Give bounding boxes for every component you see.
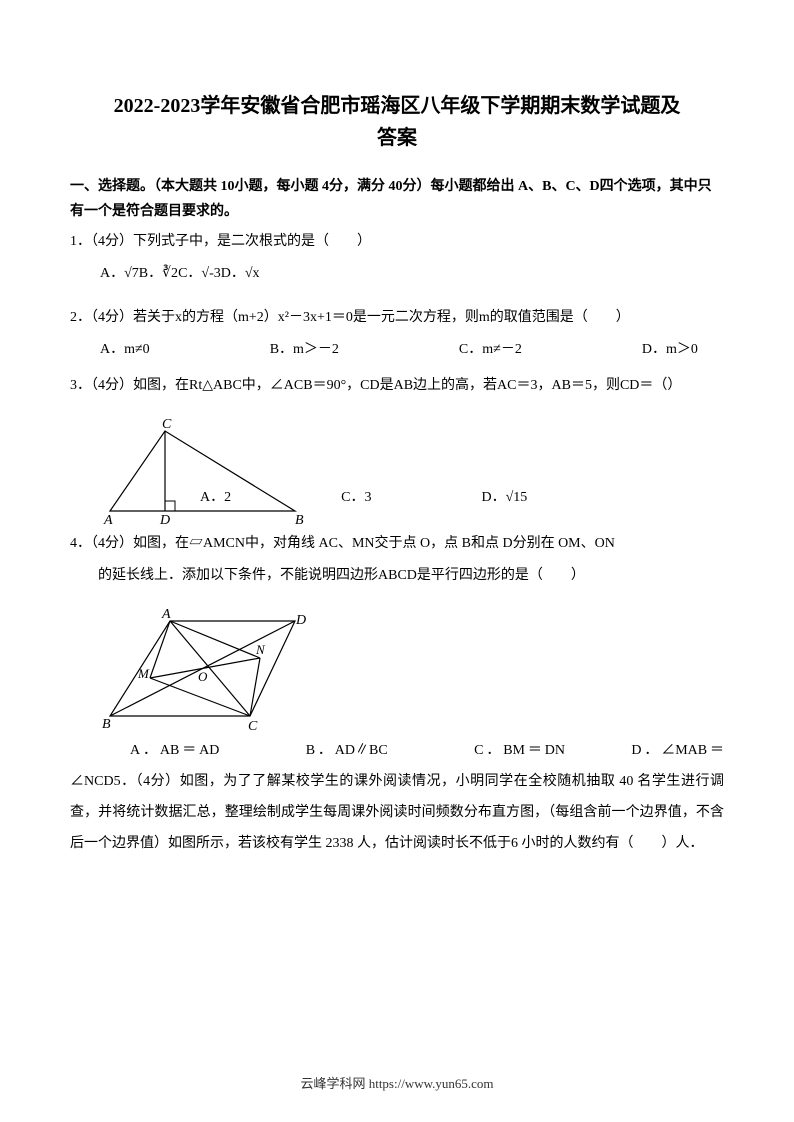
q4-label-d: D xyxy=(295,613,306,628)
q4-label-n: N xyxy=(255,642,266,657)
q3-figure-row: A C B D A．2 C．3 D．√15 xyxy=(70,416,724,526)
section-header: 一、选择题。（本大题共 10小题，每小题 4分，满分 40分）每小题都给出 A、… xyxy=(70,174,724,224)
q2-text: 2．（4分）若关于x的方程（m+2）x²－3x+1＝0是一元二次方程，则m的取值… xyxy=(70,304,724,332)
q2-optd: D．m＞0 xyxy=(642,336,698,364)
q4-text2: 的延长线上．添加以下条件，不能说明四边形ABCD是平行四边形的是（ ） xyxy=(70,562,724,590)
q1-optb: B．∛2 xyxy=(139,266,178,281)
q4-text: 4．（4分）如图，在▱AMCN中，对角线 AC、MN交于点 O，点 B和点 D分… xyxy=(70,530,724,558)
q4-label-o: O xyxy=(198,669,208,684)
q3-label-d: D xyxy=(159,513,170,526)
q2-opta: A．m≠0 xyxy=(100,336,150,364)
q2-optc: C．m≠－2 xyxy=(459,336,522,364)
q3-label-b: B xyxy=(295,513,304,526)
title-line2: 答案 xyxy=(70,122,724,154)
q4-label-b: B xyxy=(102,717,111,732)
q5-prefix: 5．（4分）如 xyxy=(114,774,195,789)
q1-options: A．√7B．∛2C．√-3D．√x xyxy=(70,260,724,288)
q3-optc: C．3 xyxy=(341,484,371,512)
q3-text: 3．（4分）如图，在Rt△ABC中，∠ACB＝90°，CD是AB边上的高，若AC… xyxy=(70,372,724,400)
q4-figure-wrap: A D B C M N O xyxy=(70,606,724,736)
q4-opta: A．AB＝AD xyxy=(70,743,219,758)
q3-opta: A．2 xyxy=(200,484,231,512)
q2-options: A．m≠0 B．m＞－2 C．m≠－2 D．m＞0 xyxy=(70,336,724,364)
q3-label-a: A xyxy=(103,513,113,526)
q1-text: 1．（4分）下列式子中，是二次根式的是（ ） xyxy=(70,228,724,256)
q4-label-a: A xyxy=(161,607,171,622)
q1-optd: D．√x xyxy=(221,266,260,281)
title-line1: 2022-2023学年安徽省合肥市瑶海区八年级下学期期末数学试题及 xyxy=(70,90,724,122)
q4-label-m: M xyxy=(137,666,150,681)
q1-optc: C．√-3 xyxy=(178,266,221,281)
q4-figure: A D B C M N O xyxy=(100,606,320,736)
q4-optc: C．BM＝DN xyxy=(394,743,565,758)
q2-optb: B．m＞－2 xyxy=(270,336,339,364)
footer: 云峰学科网 https://www.yun65.com xyxy=(0,1073,794,1092)
q4-label-c: C xyxy=(248,719,258,734)
q3-optd: D．√15 xyxy=(481,484,527,512)
q3-label-c: C xyxy=(162,417,172,432)
q1-opta: A．√7 xyxy=(100,266,139,281)
q4-optb: B．AD∥BC xyxy=(226,743,388,758)
q4-q5-combined: A．AB＝AD B．AD∥BC C．BM＝DN D．∠MAB＝∠NCD5．（4分… xyxy=(70,736,724,859)
